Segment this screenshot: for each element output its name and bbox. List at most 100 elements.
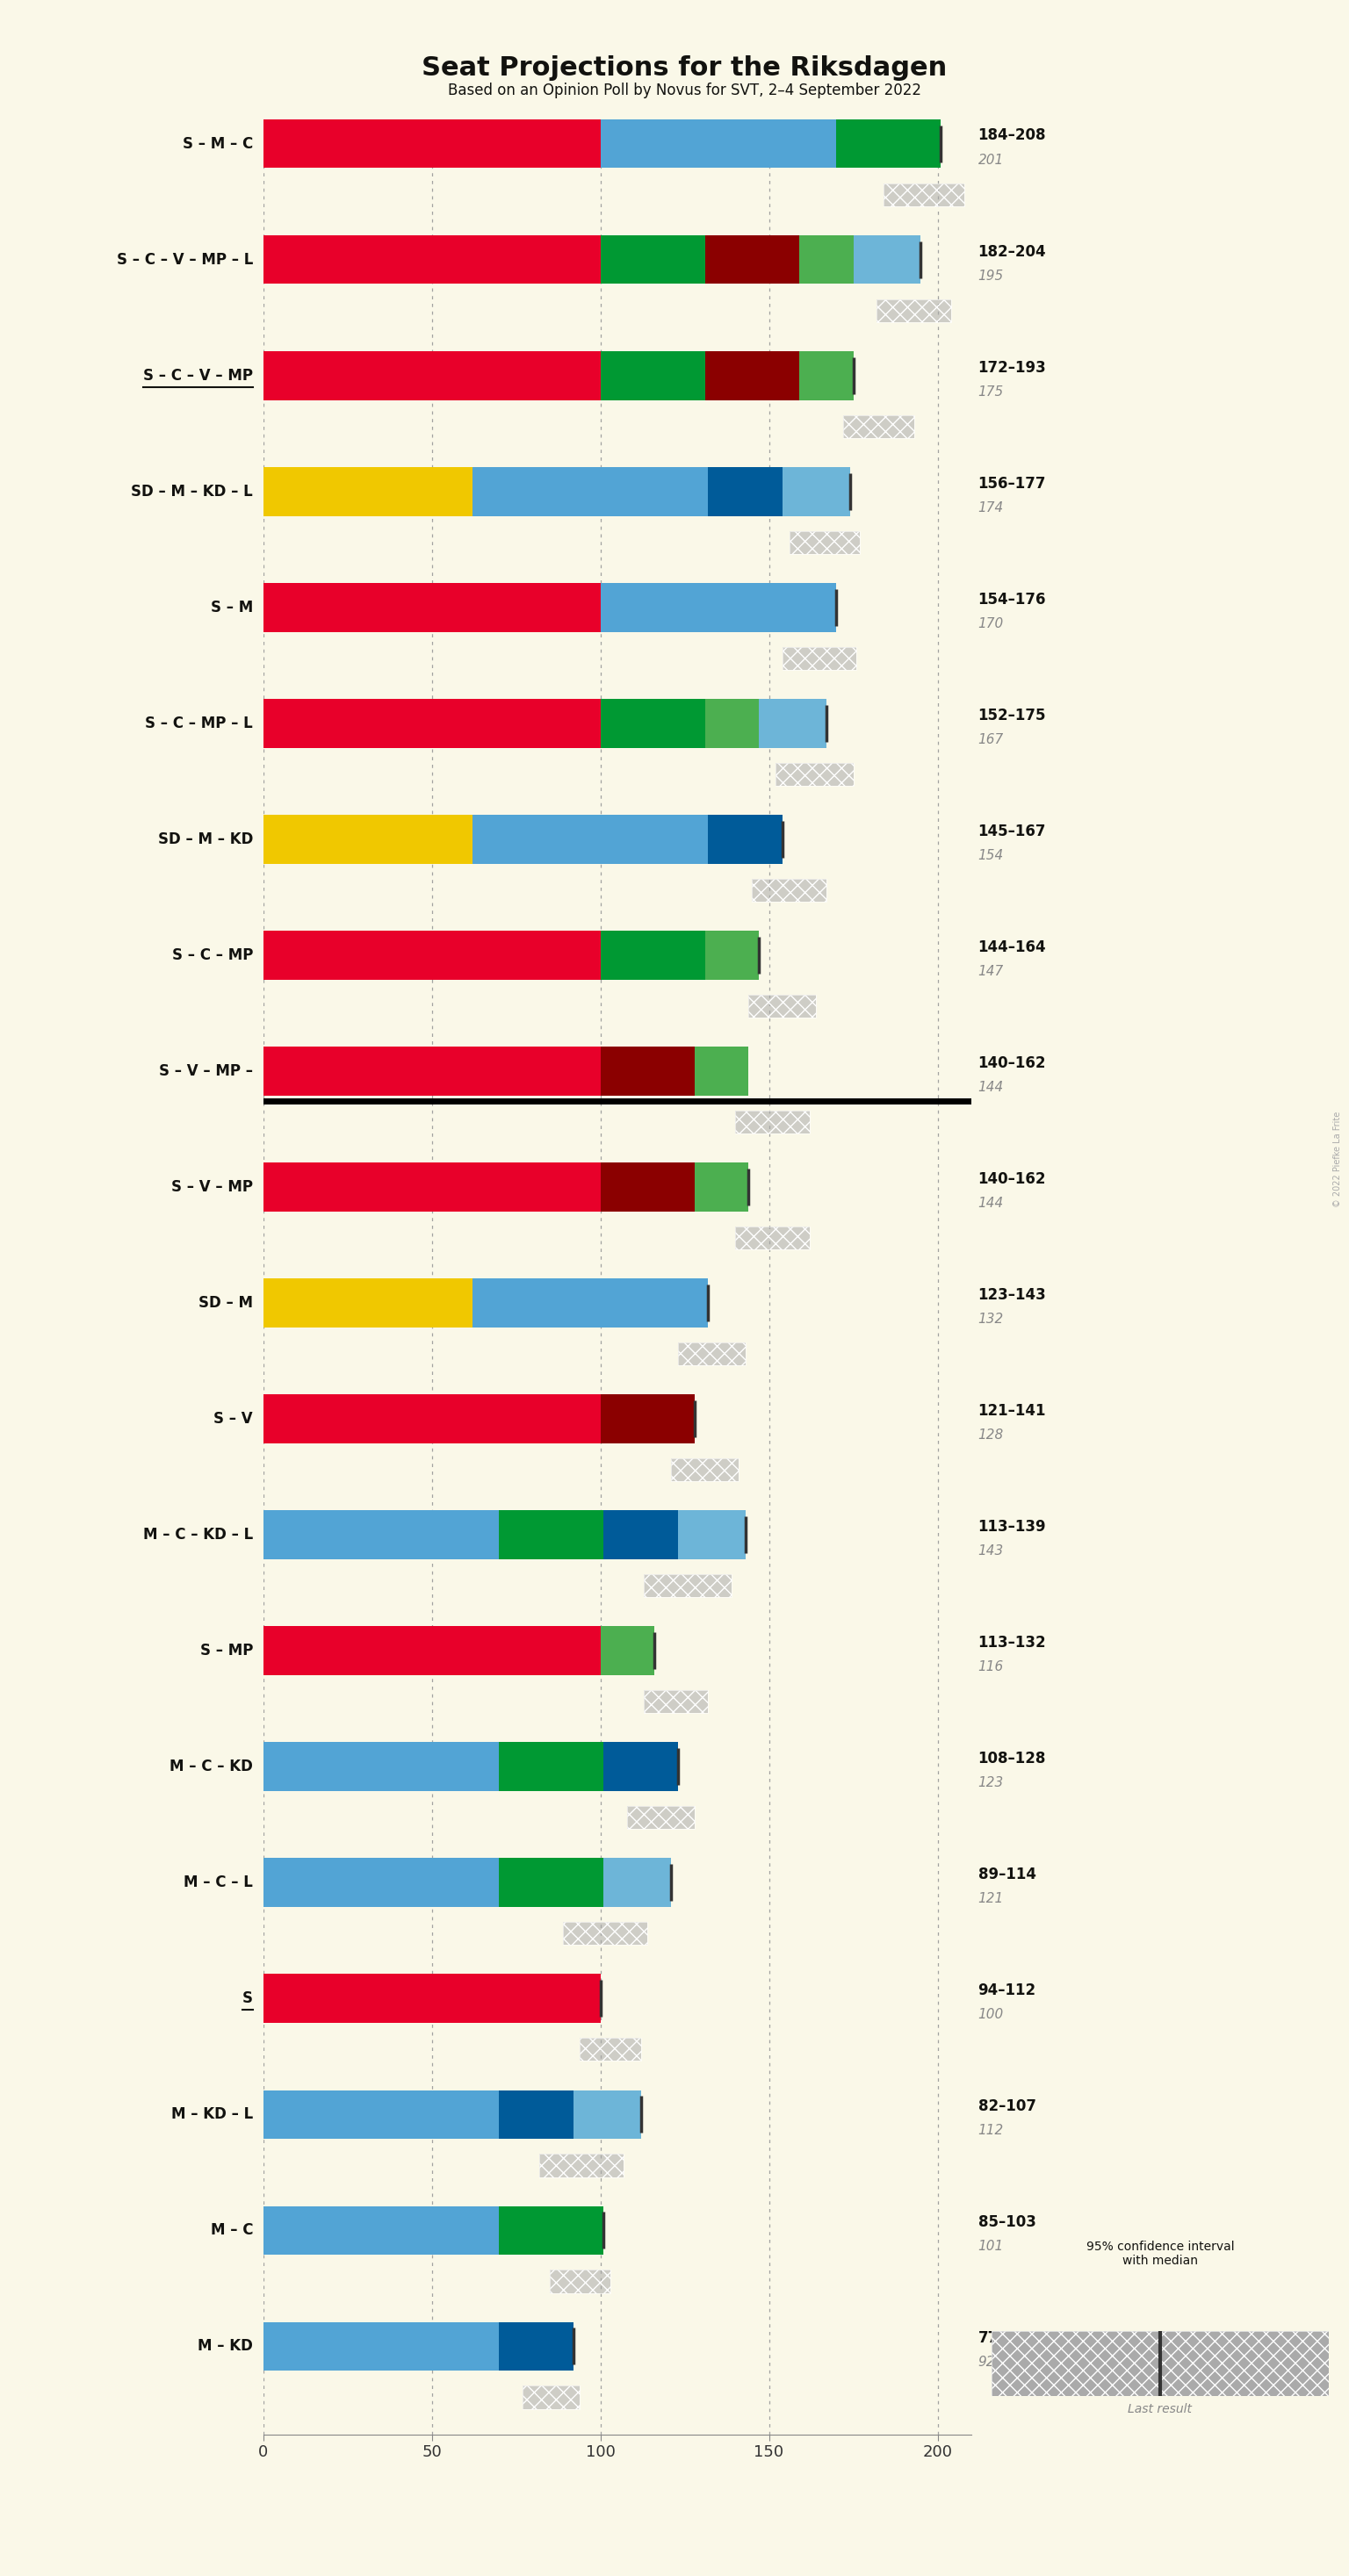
Bar <box>645 1574 731 1597</box>
Bar <box>645 1690 708 1713</box>
Bar <box>789 531 861 554</box>
Text: 121–141: 121–141 <box>978 1404 1045 1419</box>
Bar <box>695 1046 749 1095</box>
Bar <box>472 1278 708 1327</box>
Text: 89–114: 89–114 <box>978 1868 1036 1883</box>
Text: 182–204: 182–204 <box>978 245 1047 260</box>
Bar <box>540 2154 623 2177</box>
Bar <box>550 2269 610 2293</box>
Bar <box>735 1110 809 1133</box>
Bar <box>499 1857 604 1906</box>
Bar <box>600 350 704 399</box>
Bar <box>472 466 708 515</box>
Bar <box>263 930 600 979</box>
Bar <box>735 1110 809 1133</box>
Text: Last result: Last result <box>1128 2403 1193 2416</box>
Text: S – V: S – V <box>213 1412 254 1427</box>
Text: 95% confidence interval
with median: 95% confidence interval with median <box>1086 2241 1234 2267</box>
Bar <box>679 1510 745 1558</box>
Bar <box>263 1857 499 1906</box>
Text: S – C – MP – L: S – C – MP – L <box>146 716 254 732</box>
Text: SD – M: SD – M <box>198 1296 254 1311</box>
Bar <box>776 762 854 786</box>
Text: 174: 174 <box>978 502 1004 515</box>
Text: 184–208: 184–208 <box>978 129 1045 144</box>
Bar <box>600 118 836 167</box>
Text: 154: 154 <box>978 850 1004 863</box>
Bar <box>672 1458 739 1481</box>
Bar <box>600 234 704 283</box>
Text: S – M – C: S – M – C <box>182 137 254 152</box>
Text: M – KD: M – KD <box>198 2339 254 2354</box>
Bar <box>600 1394 695 1443</box>
Text: M – C: M – C <box>210 2223 254 2239</box>
Bar <box>758 698 826 747</box>
Bar <box>799 350 854 399</box>
Bar <box>263 1046 600 1095</box>
Bar <box>263 1394 600 1443</box>
Text: 82–107: 82–107 <box>978 2099 1036 2115</box>
Text: M – KD – L: M – KD – L <box>171 2107 254 2123</box>
Bar <box>604 1857 672 1906</box>
Text: 132: 132 <box>978 1314 1004 1327</box>
Text: 140–162: 140–162 <box>978 1172 1045 1188</box>
Text: S – M: S – M <box>210 600 254 616</box>
Bar <box>600 698 704 747</box>
Bar <box>627 1806 695 1829</box>
Bar <box>877 299 951 322</box>
Bar <box>679 1342 745 1365</box>
Bar <box>600 1625 654 1674</box>
Text: 143: 143 <box>978 1546 1004 1558</box>
Text: S – MP: S – MP <box>200 1643 254 1659</box>
Text: M – C – KD: M – C – KD <box>170 1759 254 1775</box>
Bar <box>580 2038 641 2061</box>
Bar <box>263 350 600 399</box>
Text: M – C – L: M – C – L <box>183 1875 254 1891</box>
Bar <box>836 118 942 167</box>
Bar <box>789 531 861 554</box>
Text: Seat Projections for the Riksdagen: Seat Projections for the Riksdagen <box>422 54 947 80</box>
Text: SD – M – KD: SD – M – KD <box>158 832 254 848</box>
Text: 108–128: 108–128 <box>978 1752 1045 1767</box>
Text: 92: 92 <box>978 2357 996 2370</box>
Text: 100: 100 <box>978 2009 1004 2022</box>
Text: 175: 175 <box>978 386 1004 399</box>
Bar <box>753 878 826 902</box>
Bar <box>708 466 782 515</box>
Text: 172–193: 172–193 <box>978 361 1047 376</box>
Bar <box>782 647 857 670</box>
Text: 144: 144 <box>978 1198 1004 1211</box>
Text: 201: 201 <box>978 155 1004 167</box>
Text: 128: 128 <box>978 1430 1004 1443</box>
Text: S – V – MP: S – V – MP <box>171 1180 254 1195</box>
Bar <box>564 1922 648 1945</box>
Bar <box>877 299 951 322</box>
Bar <box>564 1922 648 1945</box>
Bar <box>843 415 915 438</box>
Bar <box>499 2089 573 2138</box>
Bar <box>263 1973 600 2022</box>
Bar <box>263 814 472 863</box>
Bar <box>499 2321 573 2370</box>
Bar <box>645 1690 708 1713</box>
Bar <box>672 1458 739 1481</box>
Bar <box>604 1741 679 1790</box>
Text: S – C – MP: S – C – MP <box>171 948 254 963</box>
Text: 144–164: 144–164 <box>978 940 1047 956</box>
Text: 121: 121 <box>978 1893 1004 1906</box>
Bar <box>499 1741 604 1790</box>
Bar <box>523 2385 580 2409</box>
Text: 113–132: 113–132 <box>978 1636 1047 1651</box>
Bar <box>600 582 836 631</box>
Text: 167: 167 <box>978 734 1004 747</box>
Text: 154–176: 154–176 <box>978 592 1045 608</box>
Bar <box>263 1625 600 1674</box>
Bar <box>263 118 600 167</box>
Bar <box>708 814 782 863</box>
Bar <box>550 2269 610 2293</box>
Bar <box>263 2321 499 2370</box>
Bar <box>263 1510 499 1558</box>
Text: 85–103: 85–103 <box>978 2215 1036 2231</box>
Bar <box>704 930 758 979</box>
Bar <box>263 2089 499 2138</box>
